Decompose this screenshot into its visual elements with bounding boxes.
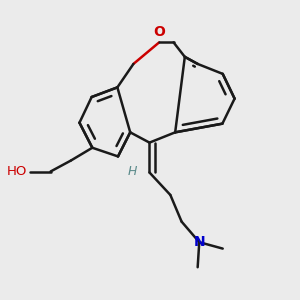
Text: N: N	[194, 235, 205, 249]
Text: O: O	[153, 25, 165, 39]
Text: H: H	[128, 165, 137, 178]
Text: HO: HO	[6, 165, 27, 178]
